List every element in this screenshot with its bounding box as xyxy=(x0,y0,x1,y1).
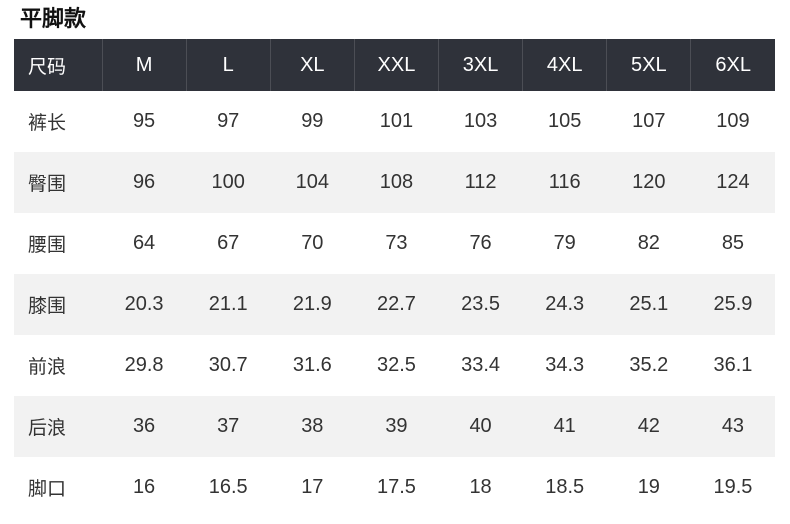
column-header-size: 尺码 xyxy=(14,39,102,91)
table-cell: 96 xyxy=(132,171,156,193)
page-title: 平脚款 xyxy=(20,6,87,31)
row-label: 后浪 xyxy=(28,418,67,439)
table-cell: 79 xyxy=(553,232,576,254)
row-label: 膝围 xyxy=(28,296,67,317)
table-row: 前浪 29.8 30.7 31.6 32.5 33.4 34.3 35.2 36… xyxy=(14,335,775,396)
table-cell: 36 xyxy=(132,415,156,437)
table-cell: 103 xyxy=(463,110,498,132)
table-cell: 21.9 xyxy=(292,293,332,315)
table-cell: 64 xyxy=(132,232,156,254)
table-cell: 116 xyxy=(548,171,581,193)
size-chart-table: 尺码 M L XL XXL 3XL 4XL 5XL 6XL 裤长 95 97 9… xyxy=(14,39,775,518)
table-cell: 33.4 xyxy=(461,354,501,376)
table-cell: 112 xyxy=(464,171,497,193)
header-row: 尺码 M L XL XXL 3XL 4XL 5XL 6XL xyxy=(14,39,775,91)
row-label: 前浪 xyxy=(28,357,67,378)
column-header: 5XL xyxy=(606,39,691,91)
table-cell: 99 xyxy=(301,110,324,132)
table-cell: 100 xyxy=(211,171,245,193)
column-header: 4XL xyxy=(522,39,607,91)
table-cell: 124 xyxy=(716,171,750,193)
table-cell: 76 xyxy=(469,232,492,254)
row-label: 裤长 xyxy=(28,113,67,134)
table-cell: 105 xyxy=(548,110,582,132)
table-cell: 16 xyxy=(132,476,156,498)
row-label: 臀围 xyxy=(28,174,67,195)
table-row: 后浪 36 37 38 39 40 41 42 43 xyxy=(14,396,775,457)
table-cell: 41 xyxy=(553,415,576,437)
table-cell: 67 xyxy=(217,232,240,254)
table-cell: 21.1 xyxy=(208,293,248,315)
table-cell: 101 xyxy=(379,110,414,132)
table-cell: 40 xyxy=(469,415,492,437)
column-header: M xyxy=(101,39,187,91)
column-header: XXL xyxy=(353,39,439,91)
table-cell: 82 xyxy=(637,232,660,254)
table-cell: 38 xyxy=(301,415,324,437)
table-cell: 120 xyxy=(632,171,666,193)
table-cell: 35.2 xyxy=(629,354,669,376)
table-cell: 36.1 xyxy=(713,354,753,376)
table-row: 臀围 96 100 104 108 112 116 120 124 xyxy=(14,152,775,213)
column-header: XL xyxy=(269,39,355,91)
table-cell: 108 xyxy=(379,171,414,193)
table-cell: 34.3 xyxy=(545,354,585,376)
table-cell: 42 xyxy=(637,415,660,437)
table-cell: 17 xyxy=(301,476,324,498)
row-label: 腰围 xyxy=(28,235,67,256)
table-cell: 85 xyxy=(721,232,745,254)
table-cell: 29.8 xyxy=(124,354,164,376)
table-cell: 25.9 xyxy=(713,293,753,315)
table-cell: 104 xyxy=(295,171,329,193)
table-cell: 73 xyxy=(385,232,408,254)
table-cell: 37 xyxy=(217,415,240,437)
table-row: 脚口 16 16.5 17 17.5 18 18.5 19 19.5 xyxy=(14,457,775,518)
column-header: 6XL xyxy=(690,39,775,91)
table-cell: 25.1 xyxy=(629,293,669,315)
table-cell: 20.3 xyxy=(124,293,164,315)
table-cell: 16.5 xyxy=(208,476,248,498)
row-label: 脚口 xyxy=(28,479,67,500)
table-cell: 19 xyxy=(637,476,660,498)
table-cell: 30.7 xyxy=(208,354,248,376)
column-header: 3XL xyxy=(437,39,523,91)
table-cell: 17.5 xyxy=(376,476,416,498)
table-cell: 107 xyxy=(632,110,666,132)
table-cell: 95 xyxy=(132,110,156,132)
table-row: 腰围 64 67 70 73 76 79 82 85 xyxy=(14,213,775,274)
table-cell: 24.3 xyxy=(545,293,585,315)
table-cell: 18.5 xyxy=(545,476,585,498)
table-row: 膝围 20.3 21.1 21.9 22.7 23.5 24.3 25.1 25… xyxy=(14,274,775,335)
table-cell: 23.5 xyxy=(461,293,501,315)
table-cell: 70 xyxy=(301,232,324,254)
table-cell: 109 xyxy=(716,110,750,132)
table-cell: 18 xyxy=(469,476,492,498)
column-header: L xyxy=(185,39,271,91)
table-cell: 31.6 xyxy=(292,354,332,376)
table-cell: 43 xyxy=(721,415,745,437)
table-row: 裤长 95 97 99 101 103 105 107 109 xyxy=(14,91,775,152)
table-cell: 22.7 xyxy=(376,293,416,315)
table-cell: 19.5 xyxy=(713,476,753,498)
table-cell: 97 xyxy=(217,110,240,132)
table-cell: 39 xyxy=(385,415,408,437)
table-cell: 32.5 xyxy=(376,354,416,376)
